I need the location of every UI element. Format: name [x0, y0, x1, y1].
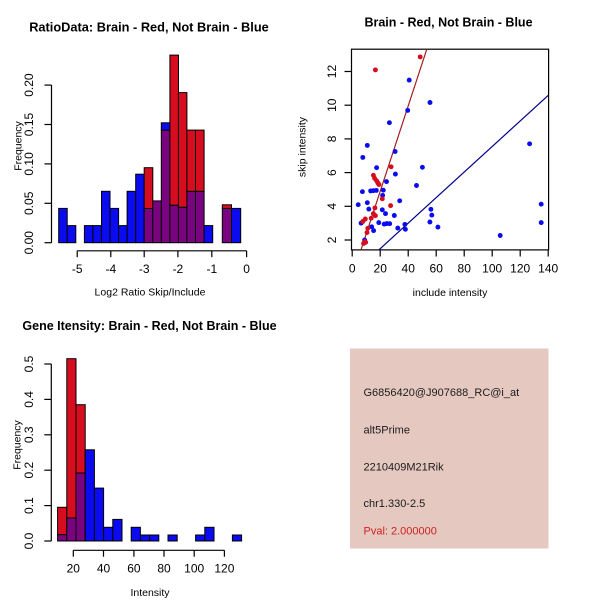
- svg-text:skip intensity: skip intensity: [297, 116, 309, 177]
- svg-text:0.0: 0.0: [22, 532, 36, 549]
- svg-text:0: 0: [349, 262, 356, 276]
- svg-text:4: 4: [325, 203, 339, 210]
- svg-text:6: 6: [325, 169, 339, 176]
- svg-text:0.5: 0.5: [22, 355, 36, 372]
- svg-text:40: 40: [97, 562, 111, 576]
- svg-text:0.4: 0.4: [22, 391, 36, 408]
- svg-text:alt5Prime: alt5Prime: [364, 425, 410, 437]
- svg-text:120: 120: [214, 562, 234, 576]
- svg-text:40: 40: [402, 262, 416, 276]
- svg-text:0.2: 0.2: [22, 462, 36, 479]
- svg-text:-4: -4: [105, 262, 116, 276]
- svg-text:0.10: 0.10: [22, 152, 36, 176]
- svg-text:Intensity: Intensity: [130, 587, 170, 599]
- svg-text:2: 2: [325, 236, 339, 243]
- svg-text:10: 10: [325, 98, 339, 112]
- svg-text:20: 20: [374, 262, 388, 276]
- svg-text:include intensity: include intensity: [413, 287, 488, 299]
- svg-text:Frequency: Frequency: [12, 419, 24, 469]
- svg-text:80: 80: [458, 262, 472, 276]
- svg-text:Pval: 2.000000: Pval: 2.000000: [364, 526, 437, 538]
- svg-text:Brain - Red, Not Brain - Blue: Brain - Red, Not Brain - Blue: [364, 16, 532, 30]
- svg-text:120: 120: [510, 262, 530, 276]
- svg-text:100: 100: [482, 262, 502, 276]
- svg-text:0.15: 0.15: [22, 112, 36, 136]
- svg-text:chr1.330-2.5: chr1.330-2.5: [364, 498, 426, 510]
- svg-text:2210409M21Rik: 2210409M21Rik: [364, 462, 445, 474]
- svg-text:0: 0: [243, 262, 250, 276]
- svg-text:60: 60: [127, 562, 141, 576]
- svg-text:-5: -5: [72, 262, 83, 276]
- svg-text:100: 100: [184, 562, 204, 576]
- svg-text:60: 60: [430, 262, 444, 276]
- svg-text:-2: -2: [173, 262, 184, 276]
- svg-text:20: 20: [67, 562, 81, 576]
- svg-text:0.05: 0.05: [22, 191, 36, 215]
- svg-text:Gene Itensity: Brain - Red, No: Gene Itensity: Brain - Red, Not Brain - …: [22, 319, 276, 333]
- svg-text:-3: -3: [139, 262, 150, 276]
- svg-text:RatioData: Brain - Red, Not Br: RatioData: Brain - Red, Not Brain - Blue: [29, 20, 269, 35]
- svg-text:140: 140: [538, 262, 558, 276]
- svg-text:0.3: 0.3: [22, 426, 36, 443]
- svg-text:12: 12: [325, 65, 339, 79]
- svg-text:G6856420@J907688_RC@i_at: G6856420@J907688_RC@i_at: [364, 387, 520, 399]
- svg-text:0.20: 0.20: [22, 73, 36, 97]
- svg-text:Frequency: Frequency: [13, 120, 25, 170]
- svg-text:0.00: 0.00: [22, 231, 36, 255]
- svg-text:Log2 Ratio Skip/Include: Log2 Ratio Skip/Include: [95, 287, 206, 299]
- svg-text:-1: -1: [206, 262, 217, 276]
- svg-text:80: 80: [157, 562, 171, 576]
- svg-text:8: 8: [325, 135, 339, 142]
- svg-text:0.1: 0.1: [22, 497, 36, 514]
